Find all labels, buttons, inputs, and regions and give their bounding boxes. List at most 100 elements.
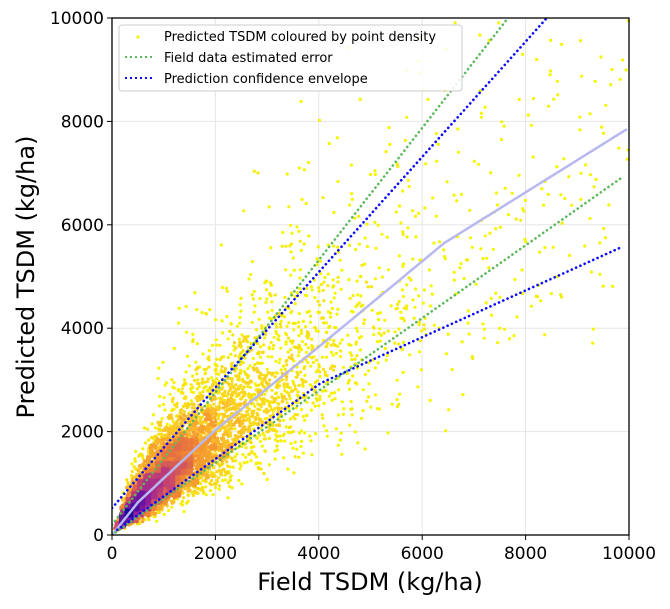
scatter-point: [549, 39, 552, 42]
scatter-point: [143, 464, 146, 467]
scatter-point: [227, 398, 230, 401]
scatter-point: [276, 383, 279, 386]
scatter-point: [146, 458, 149, 461]
scatter-point: [207, 355, 210, 358]
scatter-point: [221, 319, 224, 322]
scatter-point: [347, 343, 350, 346]
scatter-point: [543, 333, 546, 336]
scatter-point: [592, 185, 595, 188]
scatter-point: [201, 377, 204, 380]
scatter-point: [262, 472, 265, 475]
scatter-point: [268, 346, 271, 349]
scatter-point: [414, 235, 417, 238]
scatter-point: [217, 440, 220, 443]
scatter-point: [234, 354, 237, 357]
scatter-point: [274, 323, 277, 326]
scatter-point: [350, 192, 353, 195]
scatter-point: [349, 297, 352, 300]
scatter-point: [444, 257, 447, 260]
scatter-point: [243, 461, 246, 464]
scatter-point: [294, 322, 297, 325]
scatter-point: [276, 372, 279, 375]
scatter-point: [156, 442, 159, 445]
scatter-point: [260, 405, 263, 408]
scatter-point: [172, 501, 175, 504]
scatter-point: [356, 441, 359, 444]
scatter-point: [414, 287, 417, 290]
scatter-point: [604, 236, 607, 239]
scatter-point: [395, 211, 398, 214]
scatter-point: [152, 413, 155, 416]
scatter-point: [204, 418, 207, 421]
scatter-point: [518, 174, 521, 177]
scatter-point: [227, 481, 230, 484]
scatter-point: [383, 319, 386, 322]
scatter-point: [252, 357, 255, 360]
scatter-point: [442, 248, 445, 251]
scatter-point: [215, 377, 218, 380]
scatter-point: [173, 387, 176, 390]
scatter-point: [215, 343, 218, 346]
scatter-point: [229, 385, 232, 388]
scatter-point: [352, 310, 355, 313]
scatter-point: [162, 403, 165, 406]
scatter-point: [190, 457, 193, 460]
scatter-point: [330, 392, 333, 395]
scatter-point: [489, 171, 492, 174]
scatter-point: [483, 337, 486, 340]
scatter-point: [350, 164, 353, 167]
scatter-point: [282, 365, 285, 368]
scatter-point: [363, 318, 366, 321]
scatter-point: [251, 410, 254, 413]
scatter-point: [289, 224, 292, 227]
scatter-point: [417, 212, 420, 215]
scatter-point: [302, 385, 305, 388]
scatter-point: [164, 502, 167, 505]
scatter-point: [121, 504, 124, 507]
scatter-point: [232, 402, 235, 405]
scatter-point: [360, 335, 363, 338]
scatter-point: [178, 307, 181, 310]
scatter-point: [206, 389, 209, 392]
scatter-point: [177, 477, 180, 480]
scatter-point: [265, 280, 268, 283]
scatter-point: [560, 43, 563, 46]
scatter-point: [303, 365, 306, 368]
scatter-point: [193, 291, 196, 294]
scatter-point: [288, 356, 291, 359]
scatter-point: [188, 461, 191, 464]
scatter-point: [396, 307, 399, 310]
scatter-point: [302, 415, 305, 418]
scatter-point: [318, 119, 321, 122]
scatter-point: [194, 438, 197, 441]
scatter-point: [245, 446, 248, 449]
scatter-point: [384, 150, 387, 153]
scatter-point: [309, 365, 312, 368]
scatter-point: [229, 408, 232, 411]
scatter-point: [175, 456, 178, 459]
scatter-point: [315, 359, 318, 362]
scatter-point: [230, 457, 233, 460]
scatter-point: [336, 180, 339, 183]
scatter-point: [248, 364, 251, 367]
scatter-point: [332, 284, 335, 287]
scatter-point: [364, 237, 367, 240]
scatter-point: [398, 300, 401, 303]
scatter-point: [186, 355, 189, 358]
scatter-point: [500, 138, 503, 141]
scatter-point: [259, 462, 262, 465]
scatter-point: [265, 288, 268, 291]
scatter-point: [347, 278, 350, 281]
scatter-point: [326, 284, 329, 287]
scatter-point: [148, 455, 151, 458]
scatter-point: [403, 319, 406, 322]
scatter-point: [300, 408, 303, 411]
scatter-point: [253, 363, 256, 366]
scatter-point: [561, 222, 564, 225]
scatter-point: [339, 349, 342, 352]
scatter-point: [150, 443, 153, 446]
scatter-point: [399, 311, 402, 314]
scatter-point: [217, 447, 220, 450]
scatter-point: [279, 322, 282, 325]
scatter-point: [497, 21, 500, 24]
